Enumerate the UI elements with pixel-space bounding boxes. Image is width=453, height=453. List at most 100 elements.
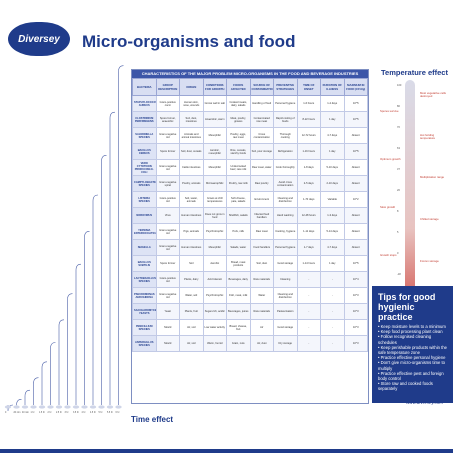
tip-item: Follow recognised cleaning schedules <box>378 334 449 344</box>
table-cell: Personal hygiene <box>273 95 298 112</box>
table-cell: Pasteurisation <box>273 303 298 320</box>
table-cell: Good storage <box>273 319 298 336</box>
microbe-cell <box>81 405 88 409</box>
time-tick: 5.5 hr <box>107 412 113 414</box>
column-header: PREVENTIVE STRATEGIES <box>273 78 298 96</box>
table-cell: Gram-negative rod <box>155 159 180 176</box>
temperature-tick: 20 <box>397 189 400 192</box>
organism-name: NOROVIRUS <box>132 207 157 224</box>
microbe-cell <box>13 405 20 409</box>
organism-name: LISTERIA SPECIES <box>132 191 157 208</box>
table-cell: 2-10 days <box>320 175 345 192</box>
table-row: BACILLUS SUBTILIS Spore former Soil Aerobic… <box>132 255 368 272</box>
temperature-tick: 8 <box>397 210 399 213</box>
table-cell: 1-14 hours <box>296 255 321 272</box>
table-cell: Good storage <box>273 255 298 272</box>
table-cell: Air, dust <box>249 335 274 352</box>
brand-name: Diversey <box>18 33 60 45</box>
time-tick: 0 <box>5 412 7 414</box>
temperature-note: Frozen storage <box>420 259 439 263</box>
microbe-cell <box>21 405 29 409</box>
temperature-note: Spores survive <box>380 109 399 113</box>
growth-stems <box>4 65 124 412</box>
table-cell: Mesophilic <box>202 127 227 144</box>
table-cell: Water <box>249 287 274 304</box>
table-cell: Air <box>249 319 274 336</box>
table-cell: Shellfish, salads <box>226 207 251 224</box>
table-cell: Poultry, eggs, raw meat <box>226 127 251 144</box>
table-cell: 8-22 hours <box>296 111 321 128</box>
table-cell: 1 day <box>320 111 345 128</box>
temperature-tick: 70 <box>397 126 400 129</box>
table-cell: Aerobic, mesophilic <box>202 143 227 160</box>
table-cell: Grows at chill temperatures <box>202 191 227 208</box>
table-cell: Grows well in salt <box>202 95 227 112</box>
table-cell: Warm, humid <box>202 335 227 352</box>
table-cell: Environment <box>249 191 274 208</box>
table-cell: Mesophilic <box>202 159 227 176</box>
table-cell: Air, soil <box>179 319 204 336</box>
table-cell: Psychrotrophic <box>202 287 227 304</box>
table-header: CHARACTERISTICS OF THE MAJOR PROBLEM MIC… <box>132 70 368 78</box>
table-cell: Air, soil <box>179 335 204 352</box>
time-tick: 4 hr <box>81 412 86 414</box>
table-cell: Mould <box>155 319 180 336</box>
table-cell: 1-16 hours <box>296 143 321 160</box>
table-cell: Gram-positive rod <box>155 271 180 288</box>
table-cell: Mould <box>155 335 180 352</box>
temperature-note: Slow growth <box>380 205 396 209</box>
time-tick: 40 min <box>22 412 29 414</box>
organism-name: CAMPYLOBACTER SPECIES <box>132 175 157 192</box>
tip-item: Don't give micro-organisms time to multi… <box>378 360 449 370</box>
table-cell: Gram-negative rod <box>155 239 180 256</box>
table-cell: 10^4 <box>343 271 368 288</box>
table-cell: 1-6 hours <box>296 95 321 112</box>
table-cell: 1 day <box>320 143 345 160</box>
website-link[interactable]: www.diversey.com <box>406 400 443 405</box>
growth-stem <box>92 194 99 405</box>
table-row: SACCHAROMYCES YEASTS Yeast Plants, fruit Su… <box>132 303 368 320</box>
microbe-cell <box>106 405 114 409</box>
table-cell: Soil, water, animals <box>179 191 204 208</box>
microbe-cell <box>4 405 12 409</box>
table-row: YERSINIA ENTEROCOLITICA Gram-negative rod… <box>132 223 368 240</box>
table-cell: 10^2 <box>343 191 368 208</box>
temperature-note: Growth stops <box>380 253 397 257</box>
table-cell: Raw materials <box>249 303 274 320</box>
tip-item: Store raw and cooked foods separately <box>378 381 449 391</box>
organism-name: SACCHAROMYCES YEASTS <box>132 303 157 320</box>
table-cell: Soft cheese, pate, salads <box>226 191 251 208</box>
table-cell: 10^5 <box>343 95 368 112</box>
table-cell: Low water activity <box>202 319 227 336</box>
table-cell: Dry storage <box>273 335 298 352</box>
table-cell: 10^5 <box>343 255 368 272</box>
table-row: SALMONELLA SPECIES Gram-negative rod Anima… <box>132 127 368 144</box>
temperature-title: Temperature effect <box>381 68 448 77</box>
table-cell: Absent <box>343 175 368 192</box>
microbe-cell <box>72 405 80 409</box>
temperature-note: Most vegetative cells destroyed <box>420 91 446 99</box>
temperature-note: Hot holding temperature <box>420 133 436 141</box>
organism-name: ASPERGILLUS SPECIES <box>132 335 157 352</box>
table-cell: Animals and animal intestines <box>179 127 204 144</box>
table-cell: 1 day <box>320 255 345 272</box>
table-cell: 5-10 days <box>320 159 345 176</box>
time-effect-label: Time effect <box>131 415 174 424</box>
growth-stem <box>24 389 31 405</box>
table-cell: 10^3 <box>343 335 368 352</box>
column-header: MAXIMUM IN FOOD (CFU/g) <box>343 78 368 96</box>
microbe-cell <box>55 405 63 409</box>
tip-item: Practice effective personal hygiene <box>378 355 449 360</box>
organism-name: BACILLUS SUBTILIS <box>132 255 157 272</box>
temperature-note: Optimum growth <box>380 157 401 161</box>
table-cell: Fish, meat, milk <box>226 287 251 304</box>
table-cell: Spore former, anaerobic <box>155 111 180 128</box>
temperature-tick: 63 <box>397 147 400 150</box>
growth-stem <box>16 399 22 406</box>
table-cell: 1-11 days <box>296 223 321 240</box>
table-cell: Cleaning and disinfection <box>273 191 298 208</box>
tips-title: Tips for good hygienic practice <box>378 292 436 322</box>
table-cell: Absent <box>343 159 368 176</box>
growth-stem <box>67 293 73 405</box>
microbe-cell <box>115 405 122 409</box>
